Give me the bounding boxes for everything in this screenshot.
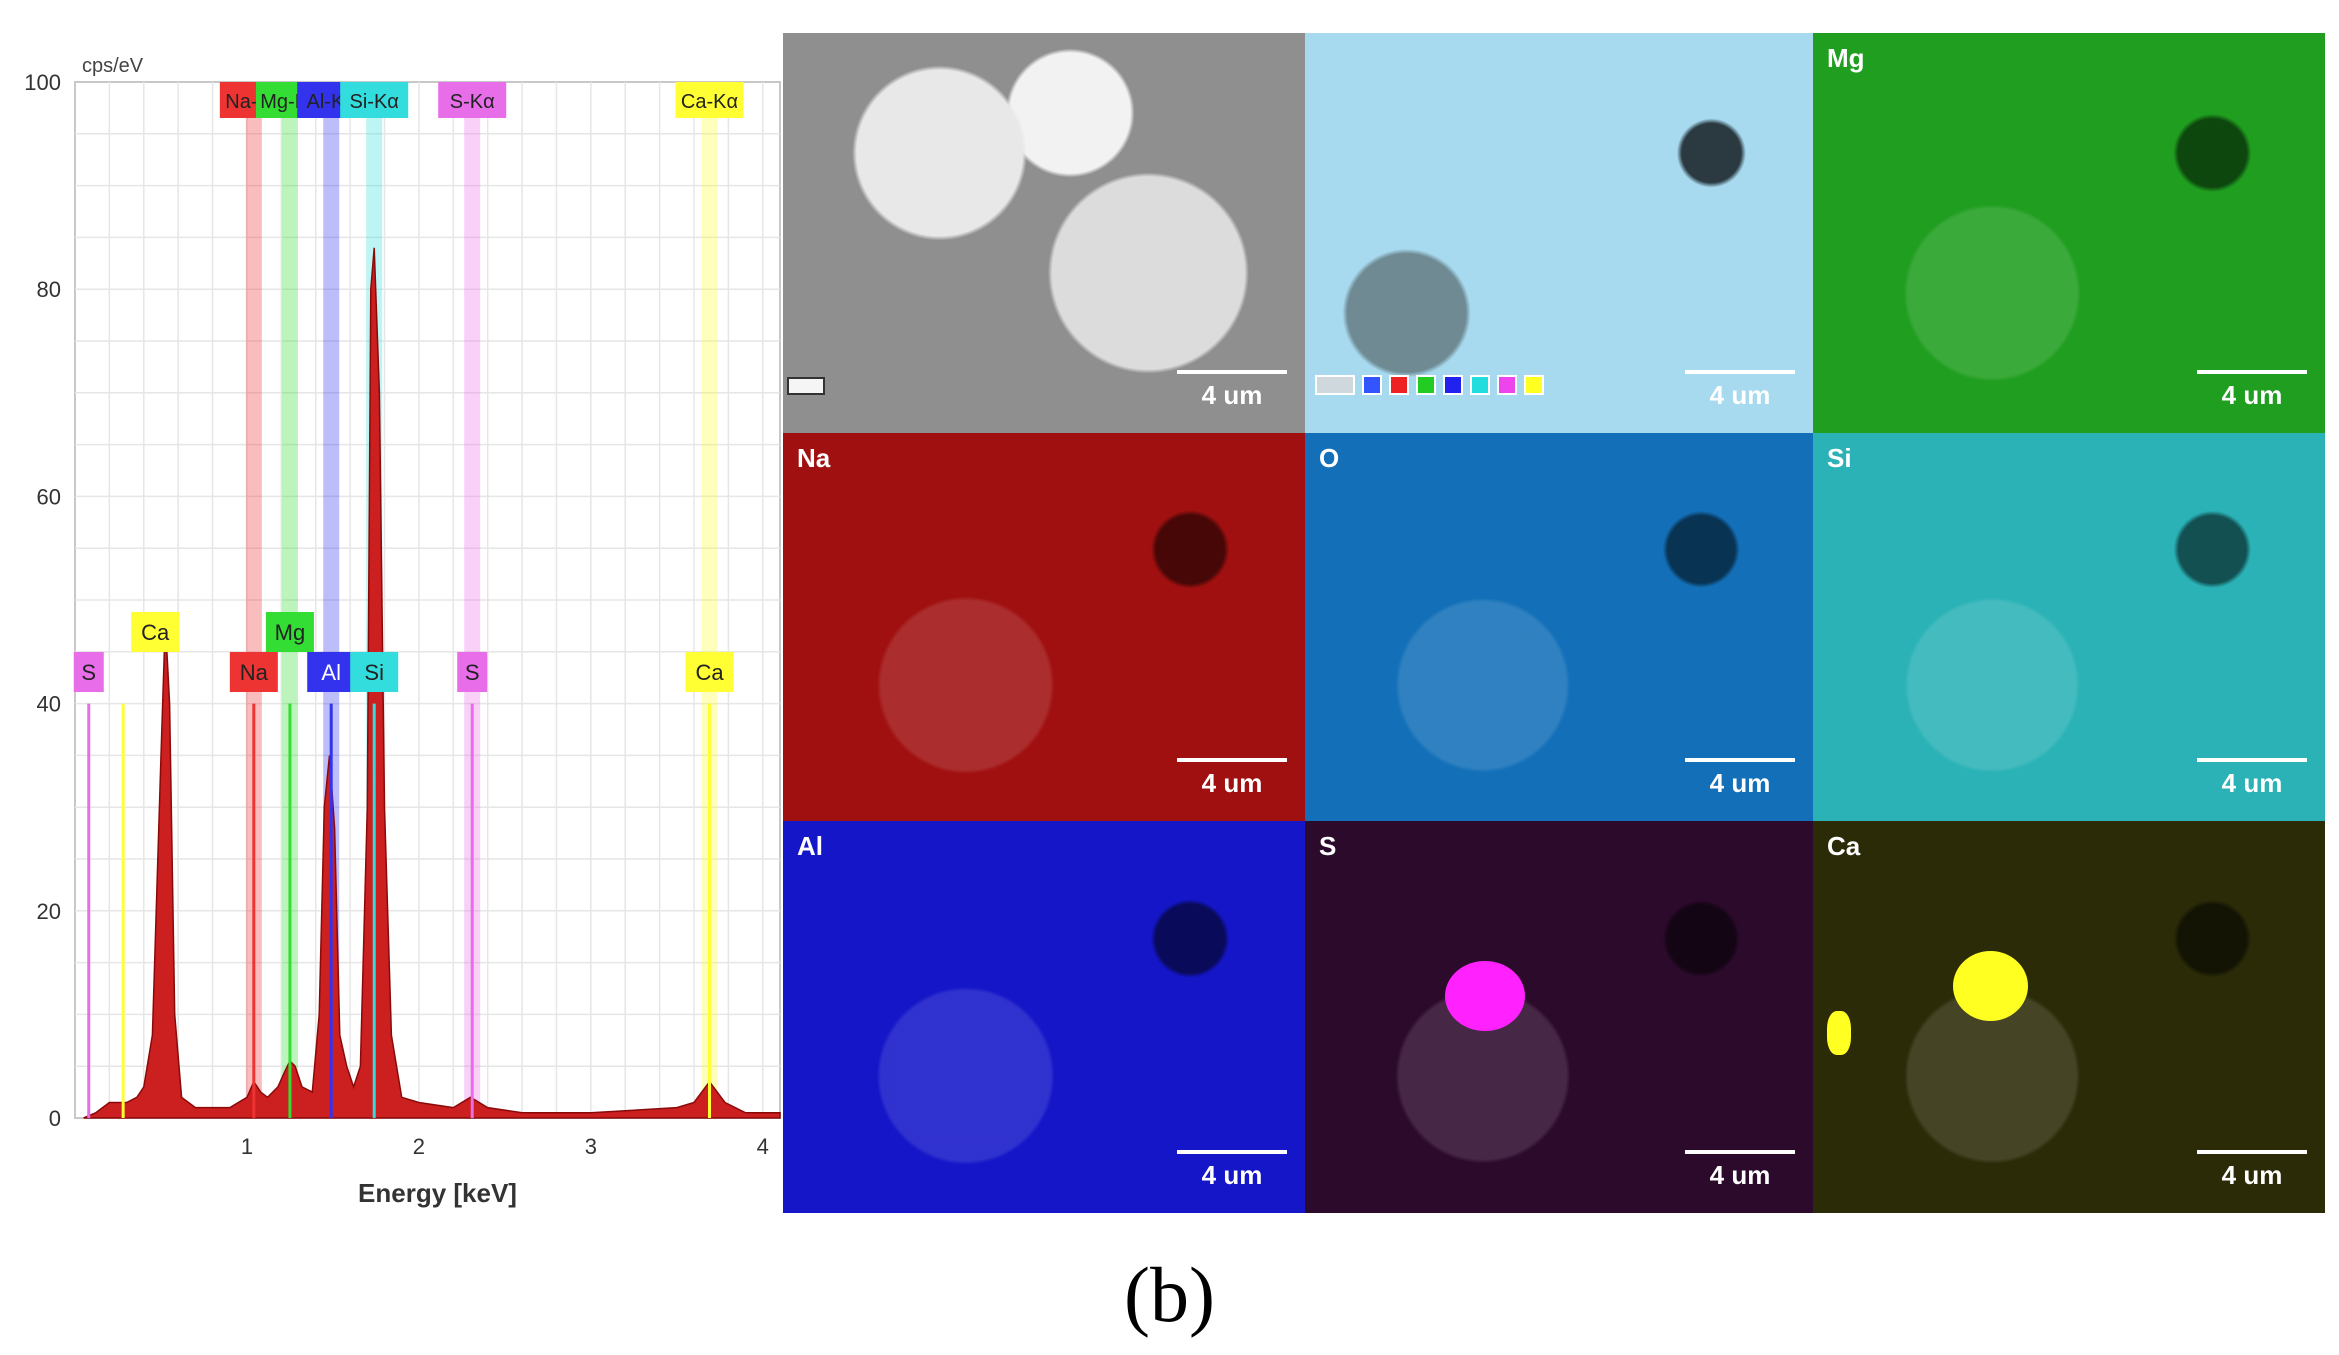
legend-chip <box>1416 375 1436 395</box>
element-map-label: O <box>1319 443 1340 473</box>
line-marker-label: Ca-Kα <box>681 91 738 113</box>
x-tick-label: 2 <box>413 1134 425 1159</box>
scale-bar-label: 4 um <box>1709 1160 1771 1190</box>
peak-label-bg <box>457 652 488 692</box>
line-marker-label-bg <box>438 82 507 118</box>
scale-bar-line <box>2197 370 2307 374</box>
scale-bar-label: 4 um <box>2221 768 2283 798</box>
y-tick-label: 80 <box>37 277 61 302</box>
legend-chip <box>1524 375 1544 395</box>
scale-bar: 4 um <box>1177 1150 1287 1191</box>
y-axis-label: cps/eV <box>82 55 144 77</box>
element-map-label: S <box>1319 831 1337 861</box>
scale-bar-line <box>1177 758 1287 762</box>
line-marker-label: Si-Kα <box>350 91 399 113</box>
peak-label: Si <box>364 660 384 685</box>
legend-chip <box>1497 375 1517 395</box>
element-map-tile: Ca 4 um <box>1813 821 2325 1213</box>
line-marker-band <box>464 112 481 1118</box>
scale-bar-label: 4 um <box>2221 380 2283 410</box>
peak-label-bg <box>307 652 356 692</box>
peak-label: Na <box>240 660 269 685</box>
line-marker-label-bg <box>675 82 744 118</box>
element-map-tile: Mg 4 um <box>1813 33 2325 433</box>
sem-info-box <box>787 377 825 395</box>
line-marker-band <box>245 112 262 1118</box>
element-map-label: Si <box>1827 443 1852 473</box>
peak-label: Mg <box>275 620 306 645</box>
scale-bar: 4 um <box>1685 758 1795 799</box>
scale-bar-line <box>1685 1150 1795 1154</box>
scale-bar: 4 um <box>1177 758 1287 799</box>
element-map-label: Mg <box>1827 43 1865 73</box>
scale-bar: 4 um <box>2197 758 2307 799</box>
element-map-label: Ca <box>1827 831 1861 861</box>
scale-bar: 4 um <box>1685 370 1795 411</box>
calcium-hotspot <box>1953 951 2028 1021</box>
scale-bar: 4 um <box>1685 1150 1795 1191</box>
sulfur-hotspot <box>1445 961 1525 1031</box>
legend-chip <box>1362 375 1382 395</box>
element-map-tile: Na 4 um <box>783 433 1305 821</box>
peak-label: Al <box>321 660 341 685</box>
panel-caption: (b) <box>1124 1251 1215 1338</box>
peak-label-bg <box>685 652 734 692</box>
element-map-tile: O 4 um <box>1305 433 1813 821</box>
peak-label: S <box>465 660 480 685</box>
peak-label-bg <box>131 612 180 652</box>
legend-chip <box>1443 375 1463 395</box>
peak-label: S <box>81 660 96 685</box>
scale-bar-line <box>2197 758 2307 762</box>
peak-label-bg <box>350 652 399 692</box>
x-axis-label: Energy [keV] <box>358 1178 517 1208</box>
scale-bar-label: 4 um <box>1201 768 1263 798</box>
y-tick-label: 100 <box>24 70 61 95</box>
legend-chip <box>1389 375 1409 395</box>
line-marker-label: S-Kα <box>450 91 495 113</box>
element-map-label: Al <box>797 831 823 861</box>
scale-bar-label: 4 um <box>1201 380 1263 410</box>
scale-bar-line <box>1177 370 1287 374</box>
peak-label-bg <box>229 652 278 692</box>
scale-bar-line <box>2197 1150 2307 1154</box>
scale-bar-label: 4 um <box>1709 380 1771 410</box>
legend-chip <box>1470 375 1490 395</box>
element-map-tile: Si 4 um <box>1813 433 2325 821</box>
element-map-tile: Al 4 um <box>783 821 1305 1213</box>
overlay-legend <box>1315 375 1544 395</box>
line-marker-label-bg <box>340 82 409 118</box>
y-tick-label: 60 <box>37 484 61 509</box>
element-map-tile: S 4 um <box>1305 821 1813 1213</box>
peak-label: Ca <box>695 660 724 685</box>
element-map-tile: 4 um <box>783 33 1305 433</box>
scale-bar-label: 4 um <box>2221 1160 2283 1190</box>
scale-bar: 4 um <box>2197 1150 2307 1191</box>
scale-bar-label: 4 um <box>1709 768 1771 798</box>
x-tick-label: 3 <box>585 1134 597 1159</box>
scale-bar-label: 4 um <box>1201 1160 1263 1190</box>
element-maps-grid: 4 um 4 um Mg 4 um Na 4 um O 4 um Si 4 um Al 4 um S 4 … <box>783 33 2325 1213</box>
scale-bar-line <box>1177 1150 1287 1154</box>
y-tick-label: 20 <box>37 899 61 924</box>
scale-bar-line <box>1685 370 1795 374</box>
eds-spectrum-panel: 0 20 40 60 80 100 1 2 3 4 cps/eV Energy [keV] Na-Kα M… <box>0 0 790 1240</box>
x-tick-label: 4 <box>757 1134 769 1159</box>
line-marker-band <box>701 112 718 1118</box>
peak-label-bg <box>265 612 314 652</box>
calcium-hotspot <box>1827 1011 1851 1055</box>
y-tick-label: 40 <box>37 692 61 717</box>
y-tick-label: 0 <box>49 1106 61 1131</box>
legend-chip <box>1315 375 1355 395</box>
scale-bar: 4 um <box>2197 370 2307 411</box>
element-map-label: Na <box>797 443 831 473</box>
peak-label-bg <box>73 652 104 692</box>
peak-label: Ca <box>141 620 170 645</box>
scale-bar: 4 um <box>1177 370 1287 411</box>
element-map-tile: 4 um <box>1305 33 1813 433</box>
x-tick-label: 1 <box>241 1134 253 1159</box>
scale-bar-line <box>1685 758 1795 762</box>
